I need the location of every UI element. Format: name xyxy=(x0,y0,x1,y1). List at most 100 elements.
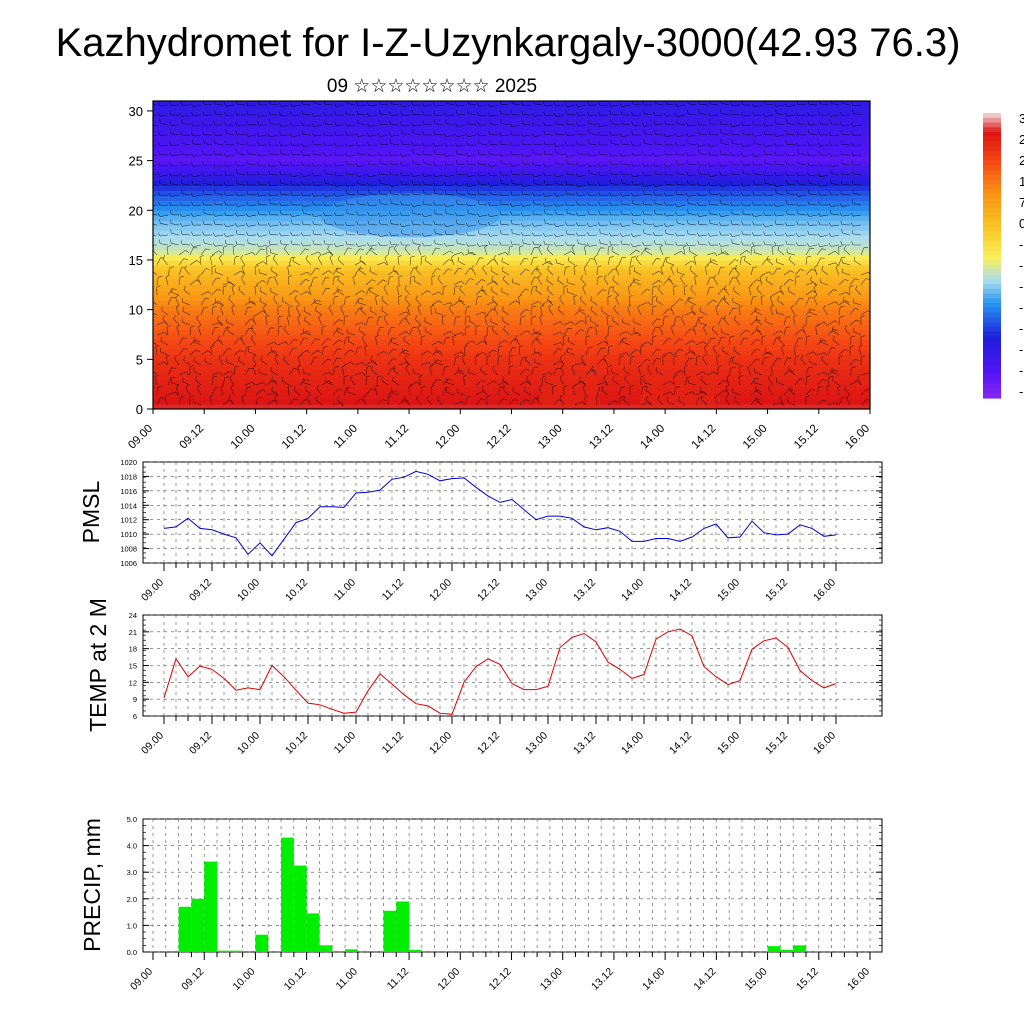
colorbar-segment xyxy=(983,222,1001,228)
y-tick-label: 0 xyxy=(136,402,143,417)
colorbar-segment xyxy=(983,212,1001,219)
x-tick-label: 11.00 xyxy=(332,577,359,604)
y-tick-label: 18 xyxy=(129,645,137,654)
x-tick-label: 15.12 xyxy=(763,577,790,604)
colorbar-segment xyxy=(983,369,1001,375)
x-tick-label: 14.12 xyxy=(667,730,694,757)
temp-line xyxy=(163,628,837,715)
colorbar-segment xyxy=(983,383,1001,390)
pmsl-axis-label: PMSL xyxy=(78,480,104,543)
warm-patch xyxy=(640,369,720,409)
y-tick-label: 9 xyxy=(133,695,137,704)
x-tick-label: 15.00 xyxy=(743,966,770,993)
x-tick-label: 09.12 xyxy=(187,730,214,757)
field-band xyxy=(153,264,870,271)
precip-bar xyxy=(293,865,307,952)
colorbar-segment xyxy=(983,364,1001,371)
field-band xyxy=(153,115,870,122)
precip-bar xyxy=(217,950,230,952)
field-band xyxy=(153,319,870,326)
field-band xyxy=(153,250,870,256)
field-band xyxy=(153,230,870,236)
x-tick-label: 09.00 xyxy=(139,730,166,757)
temp-axis-label: TEMP at 2 M xyxy=(85,598,111,732)
colorbar-segment xyxy=(983,345,1001,352)
field-band xyxy=(153,394,870,400)
precip-axis-label: PRECIP, mm xyxy=(79,818,105,952)
x-tick-label: 13.12 xyxy=(589,966,616,993)
field-band xyxy=(153,279,870,286)
cross-section-panel: 0 5 10 15 20 25 30 09.00 09.12 10.00 10.12 11.00 11.… xyxy=(126,100,872,452)
field-band xyxy=(153,374,870,380)
colorbar-segment xyxy=(983,217,1001,223)
colorbar-segment xyxy=(983,236,1001,242)
precip-bar xyxy=(191,898,205,952)
x-tick-label: 15.00 xyxy=(741,423,770,452)
y-tick-label: 1006 xyxy=(120,559,137,568)
x-tick-label: 10.00 xyxy=(230,966,257,993)
panel-frame xyxy=(142,614,883,717)
field-band xyxy=(153,364,870,370)
field-band xyxy=(153,334,870,341)
field-band xyxy=(153,344,870,350)
field-band xyxy=(153,185,870,192)
colorbar-segment xyxy=(983,274,1001,280)
x-tick-label: 11.12 xyxy=(383,423,411,451)
panel-frame xyxy=(142,818,883,953)
field-band xyxy=(153,110,870,117)
colorbar-segment xyxy=(983,113,1001,119)
y-tick-label: 21 xyxy=(129,628,137,637)
colorbar-segment xyxy=(983,269,1001,276)
field-band xyxy=(153,269,870,276)
field-band xyxy=(153,205,870,211)
colorbar-segment xyxy=(983,193,1001,200)
field-band xyxy=(153,309,870,316)
precip-bar xyxy=(383,910,397,952)
colorbar-segment xyxy=(983,160,1001,166)
wind-barbs xyxy=(153,101,870,407)
y-tick-label: 25 xyxy=(129,154,143,169)
x-tick-label: 13.12 xyxy=(571,730,598,757)
warm-patch xyxy=(540,369,600,409)
field-band xyxy=(153,289,870,296)
colorbar-tick-label: 2 xyxy=(1019,153,1024,168)
field-band xyxy=(153,180,870,187)
colorbar-segment xyxy=(983,127,1001,133)
field-band xyxy=(153,105,870,112)
precip-bar xyxy=(306,913,320,952)
colorbar-segment xyxy=(983,155,1001,162)
page-subtitle: 09 ☆☆☆☆☆☆☆☆ 2025 xyxy=(327,76,537,97)
x-tick-label: 11.12 xyxy=(385,966,412,993)
colorbar-segment xyxy=(983,231,1001,238)
x-tick-label: 09.12 xyxy=(177,423,206,452)
precip-bar xyxy=(229,950,243,952)
x-tick-label: 13.12 xyxy=(571,577,598,604)
y-tick-label: 24 xyxy=(129,611,137,620)
colorbar-segment xyxy=(983,189,1001,195)
x-tick-label: 16.00 xyxy=(845,966,872,993)
x-tick-label: 11.12 xyxy=(380,577,407,604)
colorbar-segment xyxy=(983,250,1001,257)
field-band xyxy=(153,220,870,226)
field-band xyxy=(153,120,870,127)
x-tick-label: 12.00 xyxy=(434,423,463,452)
field-band xyxy=(153,160,870,167)
y-tick-label: 12 xyxy=(129,678,137,687)
x-tick-label: 12.12 xyxy=(485,423,514,452)
precip-bar xyxy=(281,837,294,952)
colorbar-segment xyxy=(983,255,1001,261)
colorbar-segment xyxy=(983,303,1001,309)
field-band xyxy=(153,225,870,231)
x-tick-label: 14.12 xyxy=(691,966,718,993)
x-tick-label: 11.00 xyxy=(332,730,359,757)
y-tick-label: 30 xyxy=(129,104,143,119)
x-tick-label: 16.00 xyxy=(811,577,838,604)
colorbar-segment xyxy=(983,317,1001,323)
field-band xyxy=(153,274,870,281)
precip-panel: PRECIP, mm 0.0 1.0 2.0 3.0 4.0 5.0 09.00 09.12 1… xyxy=(79,815,883,993)
x-tick-label: 09.00 xyxy=(126,423,155,452)
field-band xyxy=(153,379,870,385)
precip-bar xyxy=(793,945,806,952)
y-tick-label: 20 xyxy=(129,203,143,218)
